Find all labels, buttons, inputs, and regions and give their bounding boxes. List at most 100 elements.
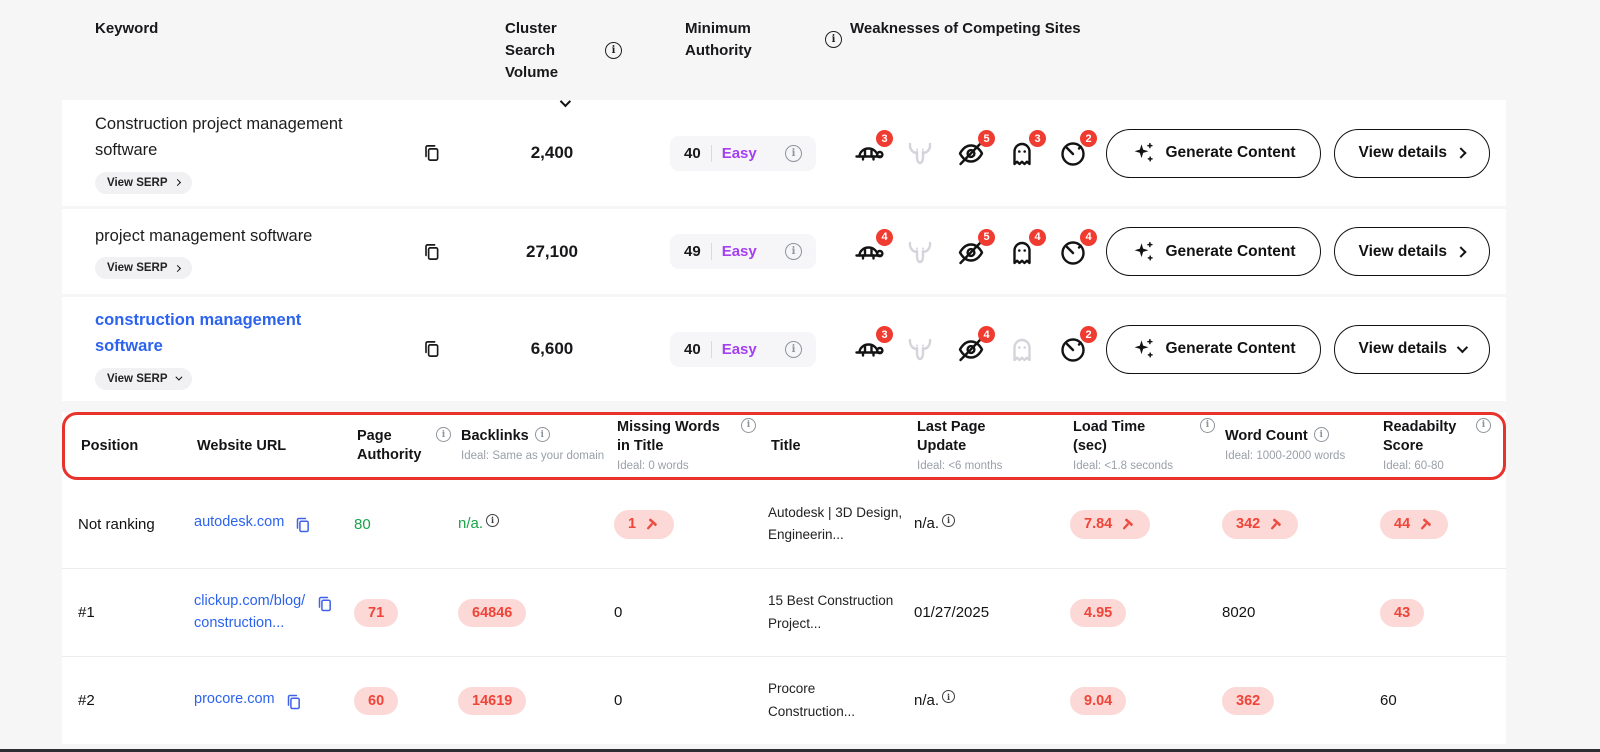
copy-icon[interactable] xyxy=(292,514,314,536)
info-icon[interactable]: i xyxy=(825,31,842,49)
detail-col-missing-words: Missing Words in Title i Ideal: 0 words xyxy=(617,417,763,474)
copy-icon[interactable] xyxy=(314,593,336,615)
turtle-icon[interactable]: 4 xyxy=(850,228,893,271)
page-authority-badge: 60 xyxy=(354,686,399,715)
turtle-icon[interactable]: 3 xyxy=(850,130,893,172)
eye-slash-icon[interactable]: 4 xyxy=(952,326,995,368)
info-icon[interactable]: i xyxy=(785,340,802,358)
cluster-row-expanded: construction management software View SE… xyxy=(62,297,1506,401)
load-time-badge: 4.95 xyxy=(1070,598,1127,627)
info-icon[interactable]: i xyxy=(534,427,550,443)
hammer-icon xyxy=(1119,516,1136,533)
word-count-value: 8020 xyxy=(1222,604,1256,621)
load-time-cell: 9.04 xyxy=(1070,686,1214,715)
info-icon[interactable]: i xyxy=(436,427,451,443)
chevron-right-icon xyxy=(173,179,181,187)
copy-icon[interactable] xyxy=(420,240,444,264)
difficulty-label: Easy xyxy=(721,340,757,358)
ghost-icon[interactable]: 4 xyxy=(1003,228,1046,271)
website-url-cell: clickup.com/blog/construction... xyxy=(194,591,346,635)
view-serp-label: View SERP xyxy=(107,262,168,275)
missing-words-badge: 1 xyxy=(614,509,675,539)
actions-cell: Generate Content View details xyxy=(1092,227,1506,276)
cluster-row: project management software View SERP 27… xyxy=(62,209,1506,294)
weakness-count-badge: 5 xyxy=(978,228,995,246)
view-details-label: View details xyxy=(1358,340,1447,357)
view-serp-button[interactable]: View SERP xyxy=(95,367,192,390)
info-icon[interactable]: i xyxy=(1200,417,1215,433)
hammer-icon xyxy=(643,516,660,533)
info-icon[interactable]: i xyxy=(1313,427,1329,443)
view-details-button[interactable]: View details xyxy=(1333,227,1490,276)
bull-skull-icon[interactable] xyxy=(901,134,939,172)
view-details-button[interactable]: View details xyxy=(1333,324,1490,374)
keyword-cell: Construction project management software… xyxy=(62,112,392,194)
info-icon[interactable]: i xyxy=(1476,417,1491,433)
info-icon[interactable]: i xyxy=(741,417,756,433)
ghost-icon[interactable] xyxy=(1003,330,1041,368)
detail-col-load-time: Load Time (sec) i Ideal: <1.8 seconds xyxy=(1073,417,1217,474)
generate-content-button[interactable]: Generate Content xyxy=(1106,227,1321,276)
load-time-cell: 4.95 xyxy=(1070,598,1214,627)
position-value: #1 xyxy=(78,604,95,621)
copy-icon[interactable] xyxy=(420,141,444,165)
ghost-icon[interactable]: 3 xyxy=(1003,130,1046,172)
speedometer-icon[interactable]: 2 xyxy=(1054,130,1097,172)
eye-slash-icon[interactable]: 5 xyxy=(952,228,995,271)
bull-skull-icon[interactable] xyxy=(901,330,939,368)
info-icon[interactable]: i xyxy=(486,513,500,527)
weakness-count-badge: 3 xyxy=(1029,130,1046,147)
authority-badge: 49 Easy i xyxy=(670,234,816,269)
weaknesses-cell: 3 5 3 2 xyxy=(842,130,1097,172)
website-url-link[interactable]: clickup.com/blog/construction... xyxy=(194,592,306,631)
website-url-cell: procore.com xyxy=(194,689,346,713)
weakness-count-badge: 2 xyxy=(1080,130,1097,147)
copy-icon[interactable] xyxy=(420,337,444,361)
website-url-link[interactable]: autodesk.com xyxy=(194,514,285,530)
readability-badge: 44 xyxy=(1380,509,1449,539)
info-icon[interactable]: i xyxy=(785,243,802,260)
turtle-icon[interactable]: 3 xyxy=(850,326,893,368)
view-serp-label: View SERP xyxy=(107,372,168,385)
view-serp-label: View SERP xyxy=(107,176,168,189)
competitor-detail-section: Position Website URL Page Authority i Ba… xyxy=(62,412,1506,744)
copy-cell xyxy=(392,141,472,165)
view-details-button[interactable]: View details xyxy=(1333,128,1490,178)
missing-words-cell: 1 xyxy=(614,509,760,539)
speedometer-icon[interactable]: 2 xyxy=(1054,326,1097,368)
info-icon[interactable]: i xyxy=(942,690,956,703)
generate-content-button[interactable]: Generate Content xyxy=(1106,128,1321,178)
search-volume-value: 2,400 xyxy=(530,143,574,162)
info-icon[interactable]: i xyxy=(605,42,622,60)
readability-cell: 43 xyxy=(1380,598,1490,627)
weakness-count-badge: 5 xyxy=(978,130,995,147)
detail-col-position: Position xyxy=(81,437,139,454)
info-icon[interactable]: i xyxy=(785,144,802,162)
bull-skull-icon[interactable] xyxy=(901,233,939,271)
keyword-link[interactable]: construction management software xyxy=(95,311,302,355)
generate-content-button[interactable]: Generate Content xyxy=(1106,324,1321,374)
position-value: #2 xyxy=(78,692,95,709)
view-serp-button[interactable]: View SERP xyxy=(95,171,192,194)
detail-row: #2 procore.com 60 14619 0 Procore Constr… xyxy=(62,656,1506,744)
authority-score: 49 xyxy=(684,243,712,260)
eye-slash-icon[interactable]: 5 xyxy=(952,130,995,172)
speedometer-icon[interactable]: 4 xyxy=(1054,228,1097,271)
weakness-count-badge: 3 xyxy=(876,130,893,147)
website-url-link[interactable]: procore.com xyxy=(194,690,275,707)
view-serp-button[interactable]: View SERP xyxy=(95,257,192,280)
copy-icon[interactable] xyxy=(283,691,305,713)
load-time-badge: 7.84 xyxy=(1070,509,1151,539)
keyword-text: project management software xyxy=(95,226,313,245)
backlinks-badge: 14619 xyxy=(458,686,527,715)
info-icon[interactable]: i xyxy=(942,513,956,527)
page-authority-cell: 71 xyxy=(354,598,450,627)
load-time-badge: 9.04 xyxy=(1070,686,1127,715)
generate-content-label: Generate Content xyxy=(1165,144,1296,161)
difficulty-label: Easy xyxy=(721,144,757,162)
sparkles-icon xyxy=(1131,337,1155,361)
weakness-count-badge: 4 xyxy=(1029,228,1046,246)
readability-cell: 44 xyxy=(1380,509,1490,539)
difficulty-label: Easy xyxy=(721,243,757,260)
volume-header-label: Cluster Search Volume xyxy=(505,20,559,81)
